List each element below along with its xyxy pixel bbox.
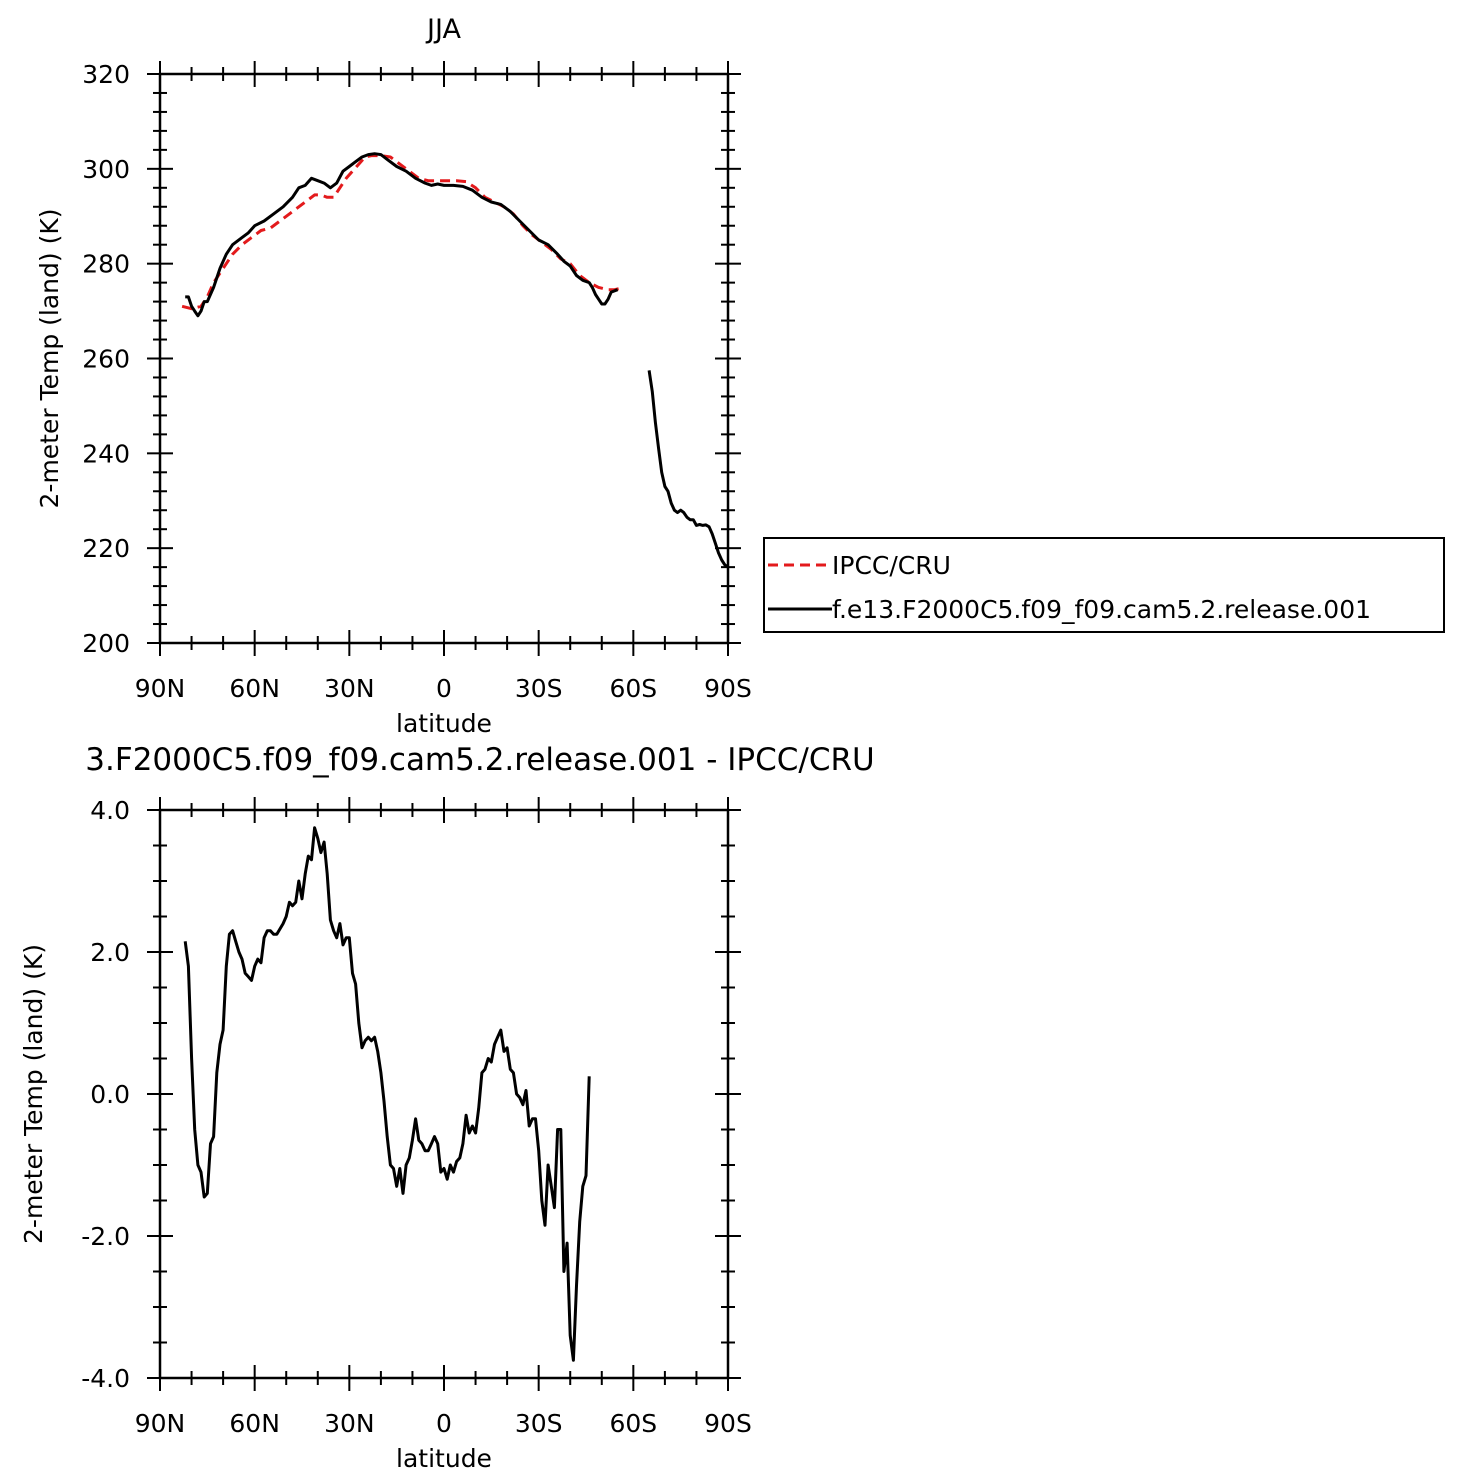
x-axis-label: latitude	[396, 709, 492, 738]
y-tick-label: 4.0	[90, 796, 130, 825]
x-tick-label: 30S	[515, 674, 563, 703]
chart-title-0: JJA	[425, 14, 461, 45]
y-tick-label: -2.0	[81, 1222, 130, 1251]
x-tick-label: 30N	[324, 1409, 375, 1438]
y-tick-label: 2.0	[90, 938, 130, 967]
legend-box	[763, 537, 1445, 633]
x-tick-label: 30N	[324, 674, 375, 703]
x-axis-label: latitude	[396, 1444, 492, 1473]
y-tick-label: 300	[82, 155, 130, 184]
chart-title-1: 3.F2000C5.f09_f09.cam5.2.release.001 - I…	[85, 742, 874, 778]
plot-frame-1	[158, 808, 730, 1380]
series-line-0-1-0	[185, 152, 619, 318]
y-axis-label: 2-meter Temp (land) (K)	[35, 209, 64, 509]
y-tick-label: 240	[82, 439, 130, 468]
y-tick-label: 280	[82, 250, 130, 279]
y-tick-label: 0.0	[90, 1080, 130, 1109]
x-tick-label: 90N	[135, 1409, 186, 1438]
y-tick-label: 200	[82, 629, 130, 658]
x-tick-label: 90S	[704, 674, 752, 703]
x-tick-label: 90S	[704, 1409, 752, 1438]
x-tick-label: 60N	[229, 674, 280, 703]
plot-frame-0	[158, 72, 730, 645]
y-axis-label: 2-meter Temp (land) (K)	[19, 944, 48, 1244]
x-tick-label: 0	[436, 674, 452, 703]
x-tick-label: 0	[436, 1409, 452, 1438]
x-tick-label: 30S	[515, 1409, 563, 1438]
x-tick-label: 60S	[609, 1409, 657, 1438]
legend-label-0: IPCC/CRU	[832, 551, 951, 580]
x-tick-label: 90N	[135, 674, 186, 703]
series-line-0-1-1	[647, 370, 729, 569]
y-tick-label: 260	[82, 345, 130, 374]
legend-label-1: f.e13.F2000C5.f09_f09.cam5.2.release.001	[832, 595, 1371, 624]
y-tick-label: 320	[82, 60, 130, 89]
series-line-0-0-0	[181, 154, 622, 311]
y-tick-label: -4.0	[81, 1364, 130, 1393]
y-tick-label: 220	[82, 534, 130, 563]
series-line-1-0-0	[183, 826, 591, 1362]
x-tick-label: 60N	[229, 1409, 280, 1438]
x-tick-label: 60S	[609, 674, 657, 703]
